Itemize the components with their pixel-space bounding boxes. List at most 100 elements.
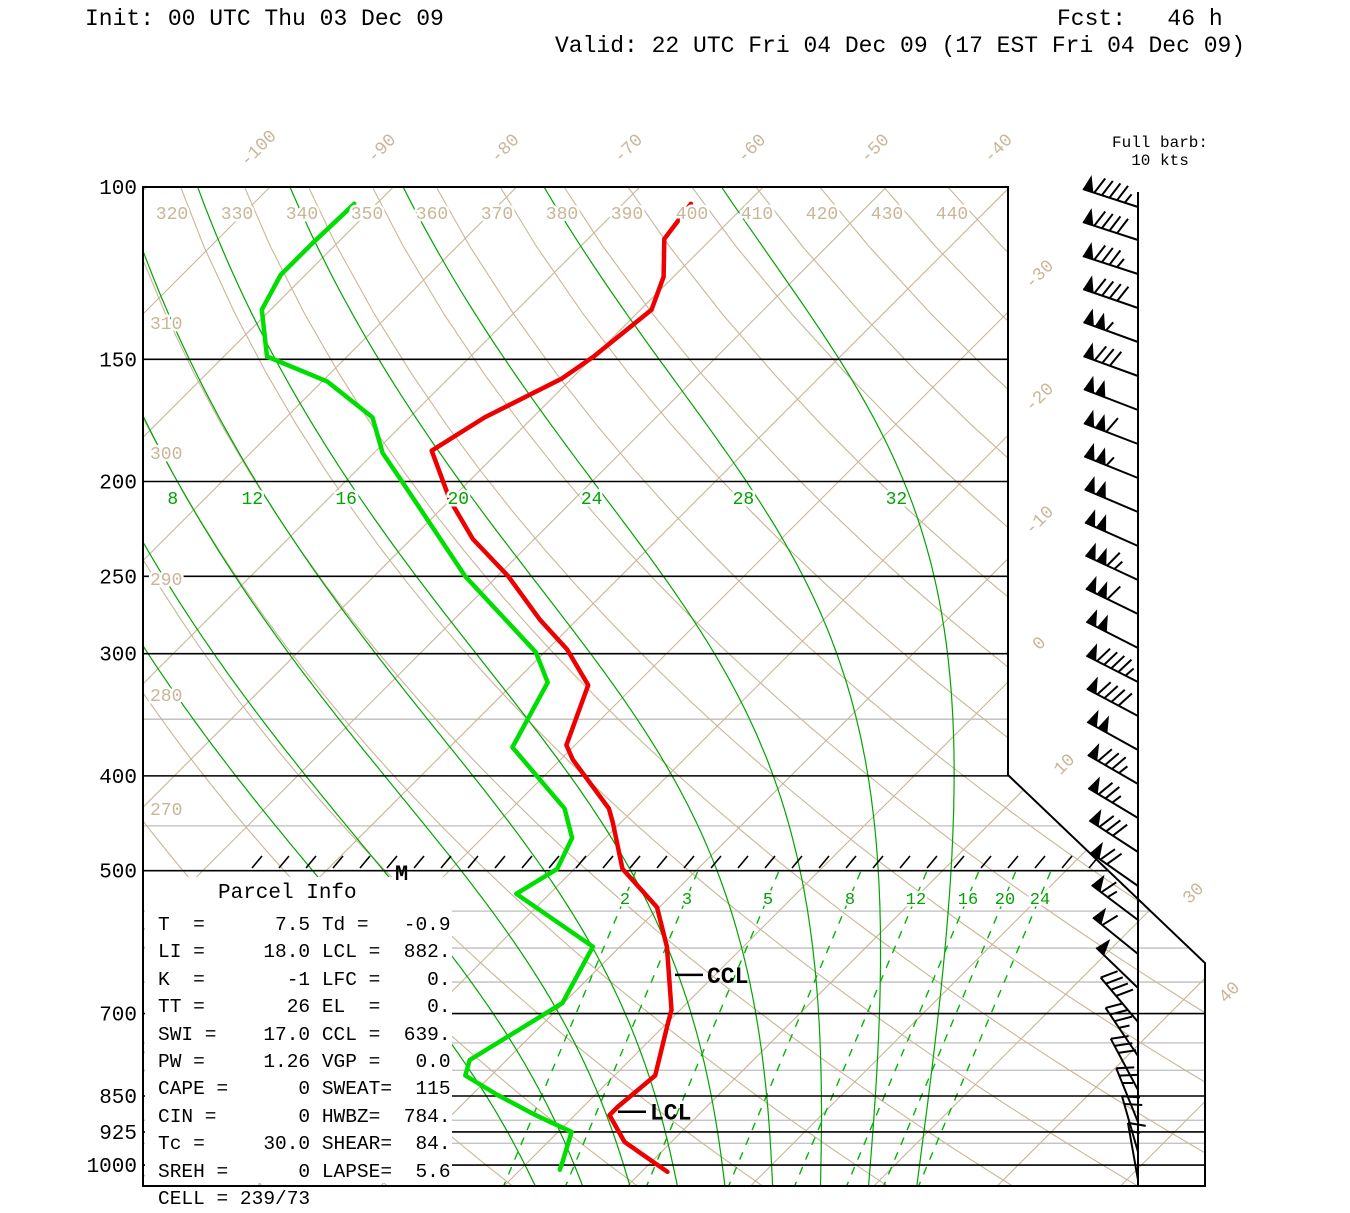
wind-barb-half <box>1114 560 1122 571</box>
dry-adiabat-label-top: 430 <box>871 205 903 225</box>
pressure-axis-label: 100 <box>99 178 137 201</box>
moist-adiabat-label: 32 <box>886 490 908 510</box>
dry-adiabat-label-top: 350 <box>351 205 383 225</box>
isotherm-label-right: 40 <box>1215 978 1244 1007</box>
hatch-tick <box>846 856 856 868</box>
isotherm-label-right: -20 <box>1022 380 1059 417</box>
moist-adiabat-label: 20 <box>447 490 469 510</box>
moist-adiabat-label: 12 <box>241 490 263 510</box>
dry-adiabat-label-top: 420 <box>806 205 838 225</box>
hatch-tick <box>684 856 694 868</box>
dry-adiabat-label-top: 410 <box>741 205 773 225</box>
pressure-axis-label: 150 <box>99 350 137 373</box>
dry-adiabat-label-left: 300 <box>150 445 182 465</box>
wind-barb-shaft <box>1087 722 1138 750</box>
mixing-ratio-line <box>847 872 979 1186</box>
isotherm-label-right: 30 <box>1179 879 1208 908</box>
wind-barb-legend-line2: 10 kts <box>1131 152 1189 170</box>
wind-barb <box>1083 240 1143 274</box>
dry-adiabat-line <box>676 165 1350 1188</box>
hatch-tick <box>441 856 451 868</box>
isotherm-line <box>0 187 147 1186</box>
hatch-tick <box>900 856 910 868</box>
hatch-tick <box>1035 856 1045 868</box>
isotherm-label-top: -50 <box>857 131 894 168</box>
mixing-ratio-line <box>795 872 927 1186</box>
isotherm-label-top: -60 <box>734 131 771 168</box>
wind-barb-column <box>1083 173 1155 1186</box>
dry-adiabat-label-left: 280 <box>150 687 182 707</box>
dry-adiabat-label-top: 390 <box>611 205 643 225</box>
mixing-ratio-label: 2 <box>620 891 630 910</box>
init-time-label: Init: 00 UTC Thu 03 Dec 09 <box>85 6 444 32</box>
moist-adiabat-line <box>710 170 954 1192</box>
mixing-ratio-line <box>884 872 1016 1186</box>
dry-adiabat-label-left: 310 <box>150 315 182 335</box>
dry-adiabat-line <box>298 165 1350 1188</box>
wind-barb-half <box>1126 667 1134 678</box>
wind-barb <box>1083 307 1143 342</box>
pressure-axis-label: 925 <box>99 1123 137 1146</box>
pressure-axis-label: 500 <box>99 862 137 885</box>
wind-barb <box>1085 508 1144 546</box>
wind-barb <box>1084 441 1144 478</box>
isotherm-label-right: 10 <box>1050 750 1079 779</box>
mixing-ratio-label: 3 <box>682 891 692 910</box>
m-marker-label: M <box>395 862 408 887</box>
isotherm-line <box>997 187 1350 1186</box>
ccl-marker-label: CCL <box>707 964 748 990</box>
mixing-ratio-lines <box>504 872 1051 1186</box>
isotherm-label-top: -100 <box>237 127 282 172</box>
isotherm-label-right: -30 <box>1022 257 1059 294</box>
mixing-ratio-label: 12 <box>906 891 926 910</box>
hatch-tick <box>252 856 262 868</box>
wind-barb-half <box>1106 456 1113 467</box>
pressure-axis-label: 250 <box>99 567 137 590</box>
wind-barb <box>1087 708 1145 750</box>
hatched-level-line <box>252 856 1099 868</box>
wind-barb <box>1083 340 1143 376</box>
hatch-tick <box>279 856 289 868</box>
parcel-info-title: Parcel Info <box>218 882 357 905</box>
wind-barb <box>1085 475 1145 512</box>
wind-barb <box>1084 374 1144 410</box>
wind-barb <box>1106 998 1153 1056</box>
wind-barb <box>1083 273 1143 308</box>
mixing-ratio-label: 20 <box>995 891 1015 910</box>
isotherm-label-right: -10 <box>1022 503 1059 540</box>
pressure-axis-label: 200 <box>99 472 137 495</box>
isotherm-line <box>1121 187 1350 1186</box>
hatch-tick <box>306 856 316 868</box>
isotherm-label-top: -70 <box>611 131 648 168</box>
wind-barb-full <box>1106 416 1118 434</box>
wind-barb-half <box>1125 193 1132 204</box>
lcl-marker-label: LCL <box>650 1101 691 1127</box>
pressure-axis-label: 300 <box>99 645 137 668</box>
isotherm-label-top: -80 <box>487 131 524 168</box>
hatch-tick <box>522 856 532 868</box>
wind-barb <box>1083 173 1143 207</box>
wind-barb <box>1083 206 1143 240</box>
wind-barb-legend: Full barb: 10 kts <box>1095 134 1225 170</box>
dry-adiabat-line <box>739 165 1350 1188</box>
wind-barb <box>1111 1031 1153 1090</box>
pressure-axis-label: 400 <box>99 767 137 790</box>
moist-adiabat-label: 16 <box>335 490 357 510</box>
dry-adiabat-label-left: 290 <box>150 571 182 591</box>
pressure-axis-label: 850 <box>99 1087 137 1110</box>
hatch-tick <box>657 856 667 868</box>
dry-adiabat-label-left: 270 <box>150 801 182 821</box>
dry-adiabat-label-top: 340 <box>286 205 318 225</box>
dry-adiabat-label-top: 370 <box>481 205 513 225</box>
pressure-axis-label: 1000 <box>87 1156 137 1179</box>
hatch-tick <box>765 856 775 868</box>
isotherm-label-top: -40 <box>980 131 1017 168</box>
parcel-info-values: T = 7.5 Td = -0.9 LI = 18.0 LCL = 882. K… <box>158 912 451 1213</box>
isotherm-label-right: 0 <box>1029 633 1051 655</box>
hatch-tick <box>360 856 370 868</box>
hatch-tick <box>495 856 505 868</box>
dry-adiabat-label-top: 380 <box>546 205 578 225</box>
isotherm-line <box>874 187 1350 1186</box>
hatch-tick <box>630 856 640 868</box>
